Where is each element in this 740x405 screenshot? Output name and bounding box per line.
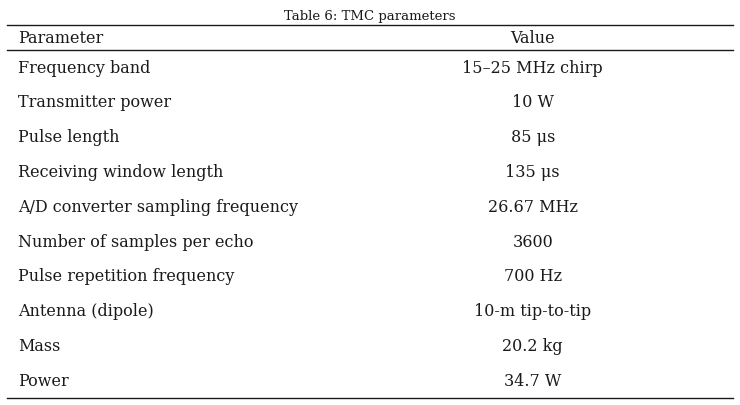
Text: Parameter: Parameter [18,30,104,47]
Text: 135 μs: 135 μs [505,164,560,181]
Text: 3600: 3600 [512,233,554,250]
Text: 10-m tip-to-tip: 10-m tip-to-tip [474,303,591,320]
Text: 26.67 MHz: 26.67 MHz [488,198,578,215]
Text: 85 μs: 85 μs [511,129,555,146]
Text: Table 6: TMC parameters: Table 6: TMC parameters [284,10,456,23]
Text: Power: Power [18,372,70,389]
Text: Pulse repetition frequency: Pulse repetition frequency [18,268,235,285]
Text: Pulse length: Pulse length [18,129,120,146]
Text: A/D converter sampling frequency: A/D converter sampling frequency [18,198,298,215]
Text: 15–25 MHz chirp: 15–25 MHz chirp [462,60,603,77]
Text: 34.7 W: 34.7 W [504,372,562,389]
Text: Frequency band: Frequency band [18,60,151,77]
Text: Value: Value [511,30,555,47]
Text: Number of samples per echo: Number of samples per echo [18,233,254,250]
Text: 700 Hz: 700 Hz [504,268,562,285]
Text: Receiving window length: Receiving window length [18,164,224,181]
Text: Transmitter power: Transmitter power [18,94,172,111]
Text: Antenna (dipole): Antenna (dipole) [18,303,154,320]
Text: Mass: Mass [18,337,61,354]
Text: 20.2 kg: 20.2 kg [502,337,563,354]
Text: 10 W: 10 W [512,94,554,111]
